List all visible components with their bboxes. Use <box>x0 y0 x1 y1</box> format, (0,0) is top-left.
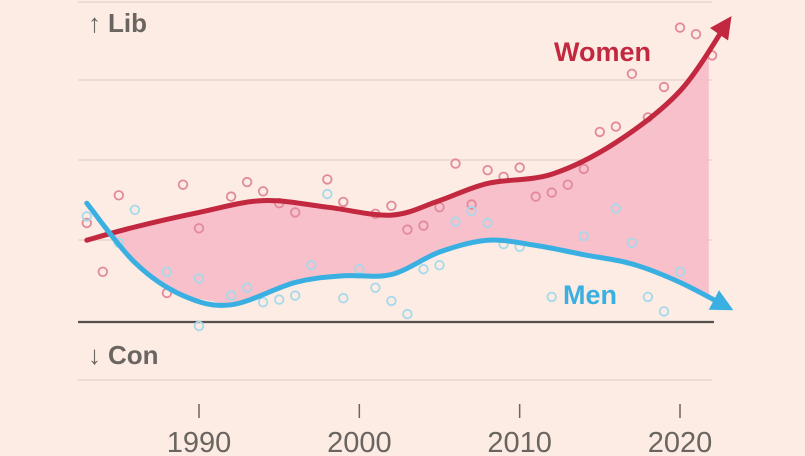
men-data-point <box>81 211 93 222</box>
data-points <box>81 22 718 332</box>
men-data-point <box>610 203 622 214</box>
women-data-point <box>402 224 413 235</box>
lib-arrow: ↑ <box>88 8 101 38</box>
women-data-point <box>193 223 205 234</box>
gap-area <box>104 49 709 305</box>
women-data-point <box>690 29 702 40</box>
women-data-point <box>562 179 574 190</box>
women-data-point <box>610 121 622 132</box>
women-label: Women <box>554 37 651 67</box>
women-data-point <box>466 199 477 210</box>
men-data-point <box>674 266 686 278</box>
men-data-point <box>193 320 205 332</box>
women-data-point <box>418 220 429 231</box>
x-tick-label: 2020 <box>648 427 713 456</box>
women-data-point <box>546 187 557 198</box>
men-data-point <box>418 264 429 275</box>
women-data-point <box>674 22 686 33</box>
women-data-point <box>97 266 109 278</box>
women-data-point <box>113 190 125 201</box>
x-tick-label: 1990 <box>167 427 232 456</box>
women-arrowhead <box>710 16 732 41</box>
men-data-point <box>370 282 381 293</box>
men-data-point <box>482 217 493 229</box>
women-data-point <box>530 191 541 202</box>
x-tick-label: 2010 <box>487 427 552 456</box>
men-data-point <box>322 188 333 200</box>
men-data-point <box>402 308 413 320</box>
women-data-point <box>578 163 590 175</box>
series-lines <box>84 16 734 311</box>
men-data-point <box>434 260 445 271</box>
men-data-point <box>129 204 141 216</box>
men-data-point <box>274 294 285 305</box>
men-data-point <box>290 290 301 301</box>
men-data-point <box>386 295 397 307</box>
women-data-point <box>241 176 253 188</box>
x-ticks: 1990 2000 2010 2020 <box>167 404 713 456</box>
men-data-point <box>193 273 205 284</box>
women-data-point <box>177 179 189 190</box>
women-data-point <box>514 162 525 173</box>
x-tick-label: 2000 <box>327 427 392 456</box>
women-data-point <box>257 186 269 197</box>
women-data-point <box>81 217 93 229</box>
gap-fill <box>104 49 709 305</box>
men-data-point <box>338 293 349 304</box>
women-data-point <box>658 81 670 93</box>
men-label: Men <box>563 280 617 310</box>
lib-label: Lib <box>108 8 147 38</box>
men-data-point <box>450 216 461 227</box>
women-data-point <box>225 191 237 202</box>
con-arrow: ↓ <box>88 340 101 370</box>
men-data-point <box>257 297 269 308</box>
women-line <box>84 18 731 243</box>
men-data-point <box>642 291 654 303</box>
con-label: Con <box>108 340 159 370</box>
men-data-point <box>225 290 237 301</box>
women-data-point <box>594 126 606 138</box>
labels: ↑ Lib ↓ Con Women Men <box>88 8 651 370</box>
men-data-point <box>658 306 670 317</box>
women-data-point <box>450 158 461 169</box>
men-data-point <box>626 237 638 249</box>
men-data-point <box>241 282 253 293</box>
men-data-point <box>466 205 477 217</box>
women-data-point <box>482 164 493 176</box>
women-data-point <box>322 174 333 185</box>
men-data-point <box>161 266 173 278</box>
men-data-point <box>306 260 317 271</box>
women-data-point <box>386 200 397 212</box>
women-data-point <box>626 68 638 80</box>
women-data-point <box>338 196 349 208</box>
men-data-point <box>546 291 557 303</box>
men-line <box>84 200 731 310</box>
men-data-point <box>578 230 590 242</box>
men-arrowhead <box>708 290 734 311</box>
women-data-point <box>290 207 301 218</box>
